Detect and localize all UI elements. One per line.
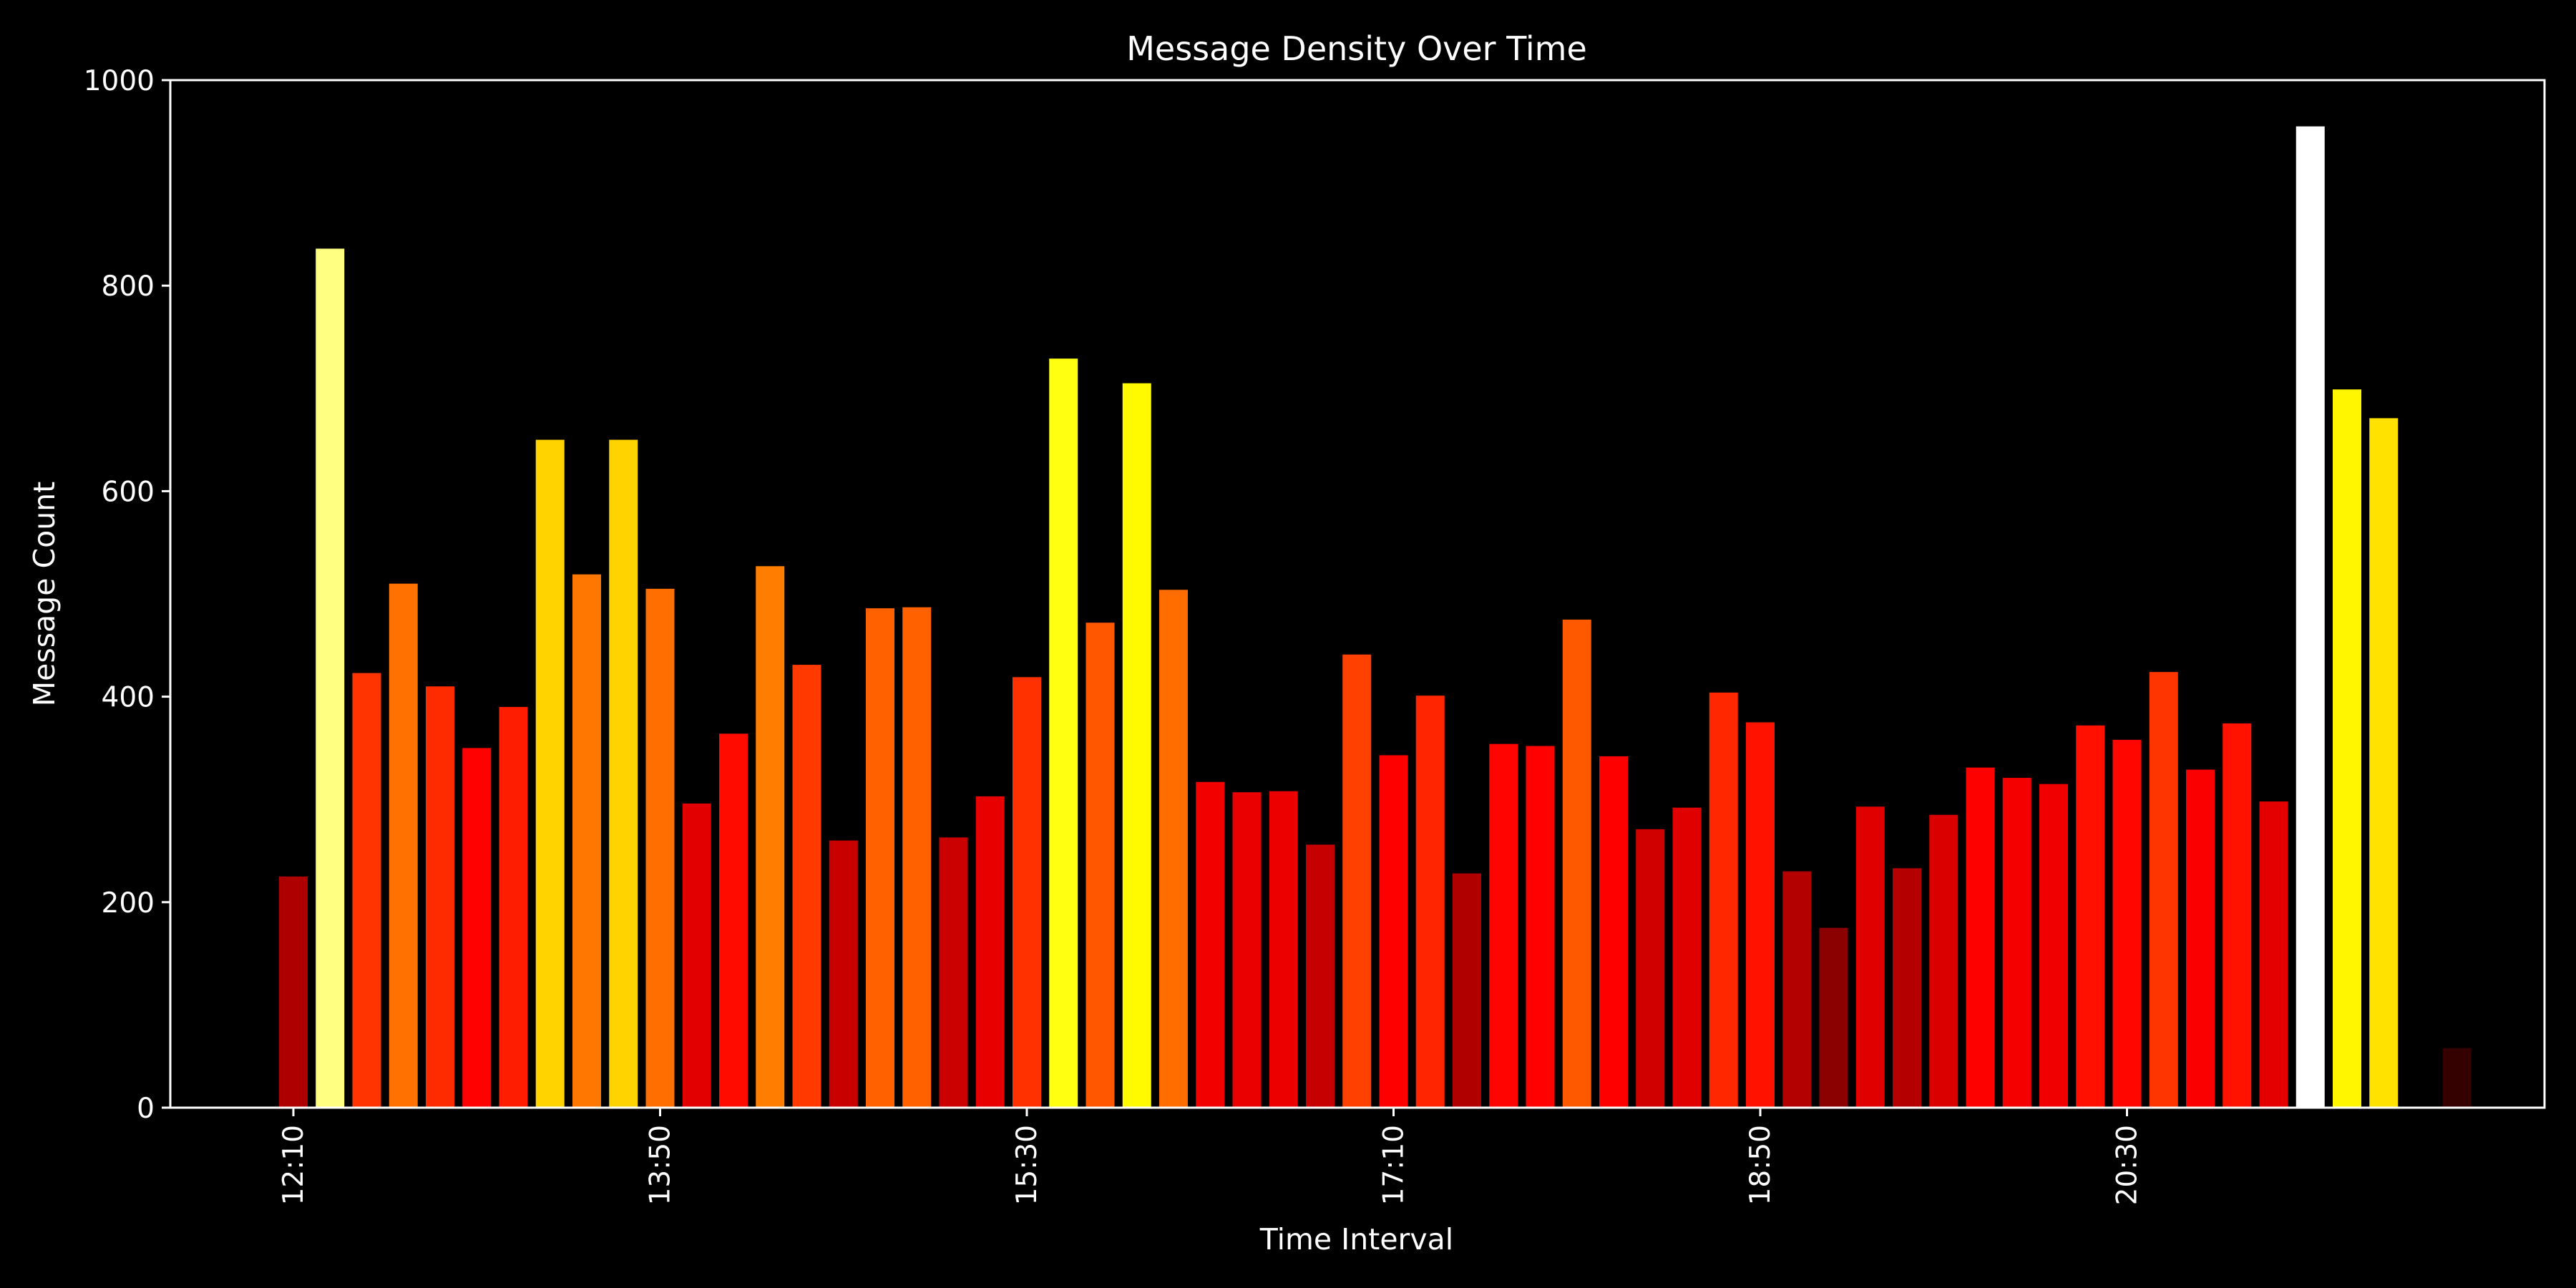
plot-frame: [169, 79, 2546, 1109]
y-axis: 0 200 400 600 800 1000: [84, 65, 170, 1125]
bar-1910: [1819, 927, 1848, 1108]
bar-1220: [316, 248, 345, 1108]
bar-1750: [1526, 746, 1555, 1108]
bar-1620: [1196, 781, 1225, 1108]
y-tick-label: 0: [137, 1093, 155, 1125]
bar-2040: [2149, 672, 2178, 1108]
bar-1800: [1562, 619, 1591, 1108]
bar-1820: [1636, 829, 1665, 1108]
bar-1310: [499, 706, 528, 1108]
bar-1920: [1855, 806, 1885, 1108]
bar-2020: [2076, 725, 2105, 1108]
bar-2010: [2039, 784, 2068, 1108]
y-tick-label: 800: [102, 270, 155, 303]
bar-1300: [462, 748, 492, 1108]
bar-1600: [1122, 383, 1151, 1108]
bar-1630: [1232, 792, 1262, 1108]
y-tick-label: 1000: [84, 65, 155, 97]
bar-1850: [1746, 722, 1775, 1108]
bar-1930: [1893, 868, 1921, 1108]
bar-2130: [2333, 389, 2361, 1108]
bar-1830: [1672, 807, 1702, 1108]
bar-1650: [1306, 844, 1335, 1108]
bar-1540: [1049, 358, 1078, 1108]
bar-1330: [572, 574, 601, 1108]
bar-1700: [1342, 654, 1372, 1108]
bar-1550: [1085, 623, 1115, 1108]
bar-2000: [2002, 778, 2031, 1108]
bar-1520: [975, 796, 1005, 1108]
bar-2050: [2186, 769, 2215, 1108]
y-tick-label: 200: [102, 887, 155, 919]
bar-2200: [2442, 1048, 2472, 1108]
bar-1320: [535, 439, 565, 1108]
x-axis: 12:10 13:50 15:30 17:10 18:50 20:30: [278, 1108, 2144, 1205]
y-axis-label: Message Count: [27, 482, 62, 707]
bar-1950: [1966, 767, 1995, 1108]
bar-1340: [609, 439, 638, 1108]
bar-1430: [792, 665, 821, 1108]
bar-1250: [426, 686, 454, 1108]
bar-2110: [2259, 801, 2288, 1108]
x-tick-label: 17:10: [1378, 1125, 1410, 1205]
bar-1510: [939, 837, 968, 1108]
bar-1940: [1929, 814, 1958, 1108]
bar-1240: [389, 583, 418, 1108]
bar-1440: [829, 840, 858, 1108]
bar-1810: [1599, 756, 1628, 1108]
x-tick-label: 12:10: [278, 1125, 310, 1205]
bar-1400: [682, 803, 711, 1108]
bar-1230: [352, 673, 381, 1108]
bar-1410: [719, 733, 748, 1108]
bar-1350: [645, 588, 675, 1108]
bar-1720: [1415, 696, 1445, 1108]
bar-1420: [756, 566, 785, 1108]
bar-1840: [1709, 692, 1738, 1108]
x-tick-label: 20:30: [2112, 1125, 2144, 1205]
x-tick-label: 15:30: [1011, 1125, 1043, 1205]
bar-1610: [1159, 590, 1188, 1108]
bar-2120: [2296, 126, 2325, 1108]
bar-1900: [1782, 871, 1812, 1108]
bar-1640: [1269, 791, 1298, 1108]
y-tick-label: 600: [102, 476, 155, 508]
chart-title: Message Density Over Time: [1126, 29, 1587, 68]
bar-1530: [1013, 677, 1041, 1108]
y-tick-label: 400: [102, 682, 155, 714]
bar-1710: [1379, 755, 1408, 1108]
bar-1500: [902, 607, 932, 1108]
bar-1740: [1489, 743, 1518, 1108]
bar-2100: [2223, 723, 2252, 1108]
bar-2030: [2112, 739, 2142, 1108]
bar-2140: [2369, 418, 2399, 1108]
bars-group: [279, 126, 2472, 1108]
x-tick-label: 18:50: [1745, 1125, 1777, 1205]
x-axis-label: Time Interval: [1259, 1222, 1453, 1257]
bar-1730: [1453, 873, 1481, 1108]
x-tick-label: 13:50: [645, 1125, 677, 1205]
bar-1210: [279, 876, 308, 1108]
bar-1450: [866, 608, 894, 1108]
